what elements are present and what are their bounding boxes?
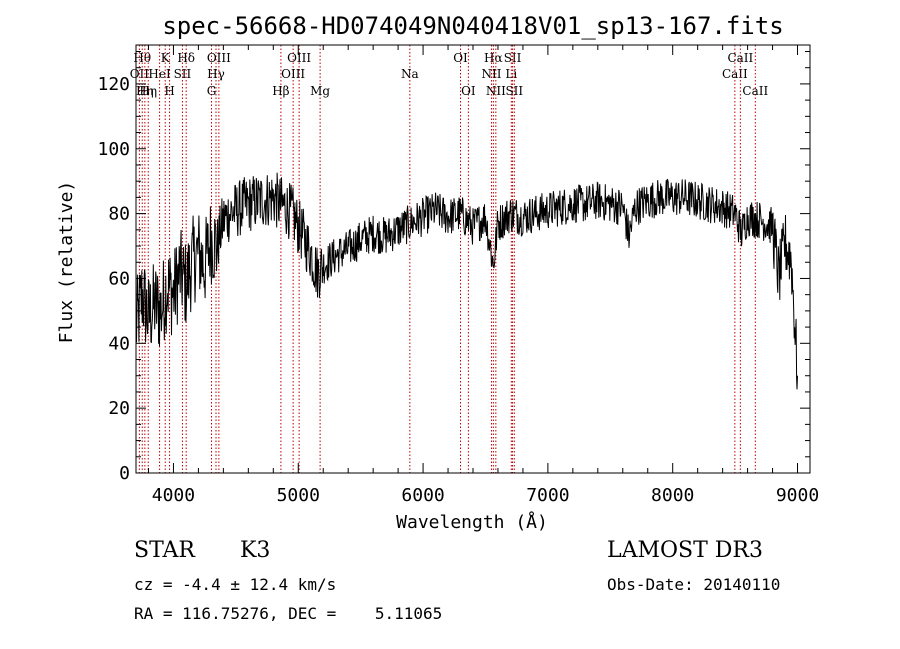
x-tick-label: 6000 — [401, 485, 444, 506]
object-subclass: K3 — [240, 538, 271, 563]
x-axis: 4000 5000 6000 7000 8000 9000 — [147, 45, 819, 506]
line-marker-label: G — [207, 84, 217, 98]
y-tick-label: 120 — [97, 74, 130, 95]
line-marker-label: CaII — [742, 84, 768, 98]
line-marker-label: SII — [174, 67, 192, 81]
x-tick-label: 8000 — [651, 485, 694, 506]
line-marker-label: Hη — [136, 84, 154, 98]
line-marker-label: Hβ — [272, 84, 289, 98]
line-marker-label: NII — [481, 67, 501, 81]
spectrum-series — [135, 172, 798, 390]
line-marker-label: K — [161, 51, 171, 65]
line-marker-label: Hδ — [177, 51, 195, 65]
x-tick-label: 9000 — [776, 485, 819, 506]
line-marker-label: OI — [453, 51, 468, 65]
line-marker-label: SII — [504, 51, 522, 65]
y-tick-label: 100 — [97, 139, 130, 160]
x-axis-label: Wavelength (Å) — [396, 511, 548, 533]
observation-date: Obs-Date: 20140110 — [607, 575, 781, 594]
y-tick-label: 0 — [119, 463, 130, 484]
survey-name: LAMOST DR3 — [607, 538, 763, 563]
line-marker-label: OII — [130, 67, 150, 81]
line-marker-label: CaII — [727, 51, 753, 65]
line-marker-label: OIII — [287, 51, 311, 65]
line-marker-label: Hη — [139, 84, 157, 98]
line-marker-label: OI — [461, 84, 476, 98]
y-tick-label: 20 — [108, 398, 130, 419]
line-marker-label: SII — [505, 84, 523, 98]
y-tick-label: 80 — [108, 204, 130, 225]
redshift-text: cz = -4.4 ± 12.4 km/s — [134, 575, 337, 594]
spectral-line-markers: OIIHθHηHηHeIKHSIIHδGHγOIIIHβOIIIOIIIMgNa… — [130, 45, 768, 473]
line-marker-label: Li — [505, 67, 517, 81]
line-marker-label: CaII — [722, 67, 748, 81]
line-marker-label: OIII — [281, 67, 305, 81]
line-marker-label: NII — [486, 84, 506, 98]
line-marker-label: OIII — [207, 51, 231, 65]
line-marker-label: H — [164, 84, 174, 98]
y-axis: 0 20 40 60 80 100 120 — [97, 50, 810, 484]
line-marker-label: HeI — [148, 67, 171, 81]
x-tick-label: 7000 — [526, 485, 569, 506]
spectrum-line — [135, 172, 798, 390]
x-tick-label: 4000 — [152, 485, 195, 506]
coordinates-text: RA = 116.75276, DEC = 5.11065 — [134, 604, 443, 623]
line-marker-label: Hθ — [133, 51, 151, 65]
line-marker-label: Mg — [310, 84, 330, 98]
plot-frame — [135, 44, 811, 474]
y-tick-label: 60 — [108, 268, 130, 289]
x-tick-label: 5000 — [277, 485, 320, 506]
line-marker-label: Hγ — [207, 67, 225, 81]
y-tick-label: 40 — [108, 333, 130, 354]
y-axis-label: Flux (relative) — [56, 181, 77, 344]
object-class: STAR — [134, 538, 195, 563]
chart-title: spec-56668-HD074049N040418V01_sp13-167.f… — [162, 12, 783, 40]
line-marker-label: Hα — [484, 51, 503, 65]
line-marker-label: Na — [401, 67, 419, 81]
